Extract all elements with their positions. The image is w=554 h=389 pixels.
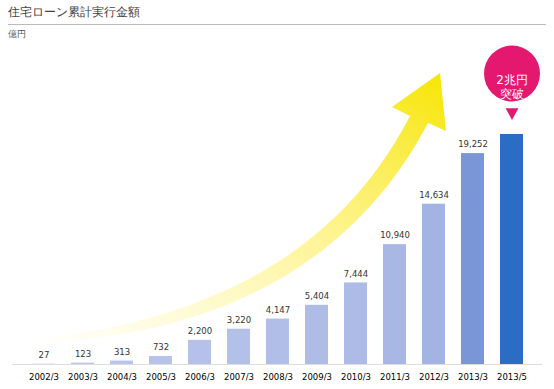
svg-text:2013/5: 2013/5 — [497, 372, 527, 382]
svg-text:732: 732 — [153, 342, 169, 352]
svg-text:3,220: 3,220 — [227, 315, 251, 325]
svg-text:2011/3: 2011/3 — [380, 372, 410, 382]
html-text:住宅ローン累計実行金額: 住宅ローン累計実行金額 — [8, 5, 140, 19]
svg-text:2007/3: 2007/3 — [224, 372, 254, 382]
svg-text:2,200: 2,200 — [188, 326, 212, 336]
svg-text:5,404: 5,404 — [305, 291, 329, 301]
svg-text:313: 313 — [114, 347, 130, 357]
svg-text:123: 123 — [75, 349, 91, 359]
svg-text:27: 27 — [39, 350, 50, 360]
svg-text:2004/3: 2004/3 — [107, 372, 137, 382]
svg-text:2003/3: 2003/3 — [68, 372, 98, 382]
svg-text:19,252: 19,252 — [458, 139, 488, 149]
svg-text:14,634: 14,634 — [419, 190, 449, 200]
svg-text:2008/3: 2008/3 — [263, 372, 293, 382]
svg-text:2013/3: 2013/3 — [458, 372, 488, 382]
svg-text:2009/3: 2009/3 — [302, 372, 332, 382]
svg-text:4,147: 4,147 — [266, 305, 290, 315]
svg-text:2005/3: 2005/3 — [146, 372, 176, 382]
svg-text:10,940: 10,940 — [380, 230, 410, 240]
svg-text:2010/3: 2010/3 — [341, 372, 371, 382]
svg-text:2006/3: 2006/3 — [185, 372, 215, 382]
svg-text:2012/3: 2012/3 — [419, 372, 449, 382]
html-text:億円: 億円 — [8, 29, 26, 39]
svg-text:2兆円突破: 2兆円突破 — [496, 73, 528, 101]
svg-text:2002/3: 2002/3 — [29, 372, 59, 382]
svg-text:7,444: 7,444 — [344, 269, 368, 279]
